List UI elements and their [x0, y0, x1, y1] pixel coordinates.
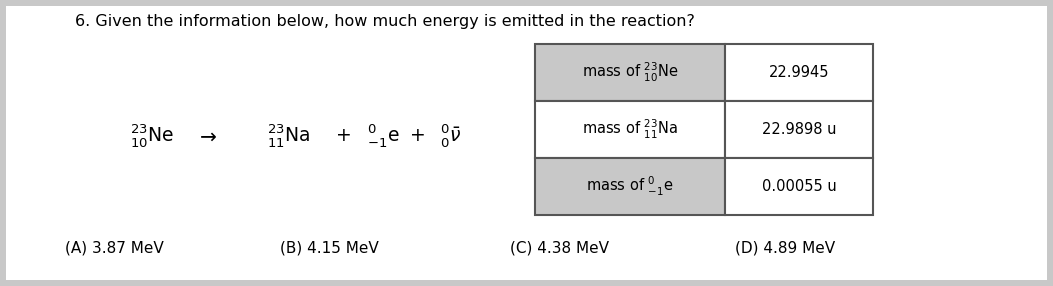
Text: mass of $\mathregular{^{23}_{10}}$Ne: mass of $\mathregular{^{23}_{10}}$Ne: [581, 61, 678, 84]
Text: $+$: $+$: [410, 126, 424, 146]
Bar: [535, 101, 726, 158]
Text: $\mathregular{^{23}_{10}}$Ne: $\mathregular{^{23}_{10}}$Ne: [130, 122, 174, 150]
Bar: [535, 158, 726, 215]
Text: $\rightarrow$: $\rightarrow$: [196, 126, 218, 146]
Text: (C) 4.38 MeV: (C) 4.38 MeV: [510, 241, 609, 255]
Text: 22.9945: 22.9945: [769, 65, 830, 80]
Text: $\mathregular{^{0}_{-1}}$e: $\mathregular{^{0}_{-1}}$e: [367, 122, 399, 150]
Text: mass of $\mathregular{^{23}_{11}}$Na: mass of $\mathregular{^{23}_{11}}$Na: [582, 118, 678, 141]
Text: $\mathregular{^{23}_{11}}$Na: $\mathregular{^{23}_{11}}$Na: [267, 122, 311, 150]
Text: $\mathregular{^{0}_{0}}\bar{\nu}$: $\mathregular{^{0}_{0}}\bar{\nu}$: [440, 122, 461, 150]
Text: (B) 4.15 MeV: (B) 4.15 MeV: [280, 241, 379, 255]
Bar: [726, 44, 873, 101]
Text: mass of $\mathregular{^{0}_{-1}}$e: mass of $\mathregular{^{0}_{-1}}$e: [587, 175, 674, 198]
Text: (A) 3.87 MeV: (A) 3.87 MeV: [65, 241, 164, 255]
Bar: [726, 101, 873, 158]
Text: 6. Given the information below, how much energy is emitted in the reaction?: 6. Given the information below, how much…: [75, 14, 695, 29]
Text: 0.00055 u: 0.00055 u: [761, 179, 836, 194]
Text: $+$: $+$: [335, 126, 351, 146]
Bar: [726, 158, 873, 215]
Text: (D) 4.89 MeV: (D) 4.89 MeV: [735, 241, 835, 255]
Text: 22.9898 u: 22.9898 u: [761, 122, 836, 137]
Bar: [535, 44, 726, 101]
